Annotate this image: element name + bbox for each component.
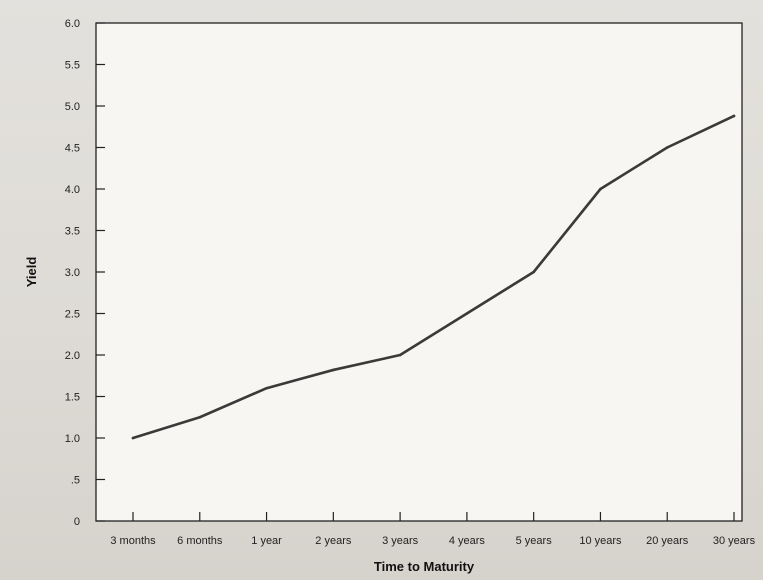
x-tick-label: 20 years (646, 535, 689, 547)
y-tick-label: 3.0 (65, 267, 80, 279)
yield-data-point (599, 187, 602, 191)
x-tick-label: 4 years (449, 535, 486, 547)
yield-data-point (732, 114, 736, 118)
x-axis-ticks: 3 months 6 months 1 year 2 years 3 years 4 ye… (110, 512, 756, 547)
yield-data-point (465, 312, 469, 315)
yield-data-point (265, 386, 268, 390)
yield-data-point (198, 415, 202, 419)
yield-data-point (665, 146, 669, 149)
x-axis-title: Time to Maturity (374, 559, 475, 574)
x-tick-label: 10 years (579, 535, 622, 547)
y-tick-label: 5.5 (65, 60, 80, 72)
y-tick-label: 1.0 (65, 433, 80, 445)
yield-data-point (398, 353, 402, 357)
x-tick-label: 3 years (382, 535, 419, 547)
x-tick-label: 6 months (177, 535, 223, 547)
y-tick-label: 4.5 (65, 143, 80, 155)
y-tick-label: .5 (71, 475, 80, 487)
y-tick-label: 0 (74, 516, 80, 528)
yield-data-point (332, 368, 335, 372)
plot-area (95, 22, 743, 522)
y-tick-label: 6.0 (65, 18, 80, 30)
y-tick-label: 2.0 (65, 350, 80, 362)
yield-data-point (131, 436, 135, 440)
x-tick-label: 5 years (516, 535, 553, 547)
y-axis-ticks: 0 .5 1.0 1.5 2.0 2.5 3.0 3.5 4.0 4.5 5.0 5.5 6.0 (65, 18, 105, 528)
y-tick-label: 2.5 (65, 309, 80, 321)
yield-data-point (532, 270, 535, 274)
x-tick-label: 30 years (713, 535, 756, 547)
y-tick-label: 4.0 (65, 184, 80, 196)
y-tick-label: 1.5 (65, 392, 80, 404)
y-tick-label: 3.5 (65, 226, 80, 238)
x-tick-label: 1 year (251, 535, 282, 547)
y-axis-title: Yield (24, 257, 39, 288)
yield-curve-line (131, 114, 736, 440)
y-tick-label: 5.0 (65, 101, 80, 113)
x-tick-label: 3 months (110, 535, 156, 547)
series-layer (131, 114, 736, 440)
x-tick-label: 2 years (315, 535, 352, 547)
